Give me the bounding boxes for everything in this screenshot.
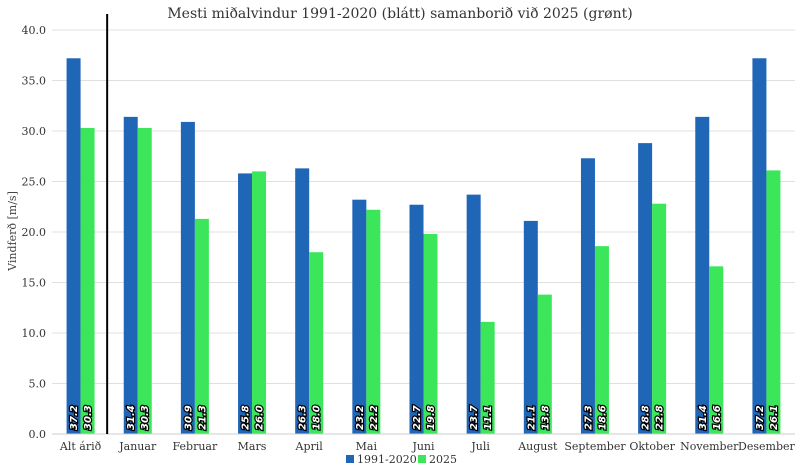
legend: 1991-2020 2025 bbox=[346, 453, 457, 466]
data-label: 22.8 bbox=[655, 405, 666, 430]
bar-normal bbox=[638, 143, 653, 434]
bar-normal bbox=[523, 220, 538, 434]
bar-normal bbox=[352, 199, 367, 434]
x-tick-label: Alt árið bbox=[59, 440, 102, 453]
data-label: 31.4 bbox=[698, 405, 709, 430]
legend-swatch bbox=[418, 455, 426, 463]
bar-year bbox=[366, 209, 381, 434]
bar-year bbox=[709, 266, 724, 434]
bar-year bbox=[423, 234, 438, 434]
bar-normal bbox=[123, 116, 138, 435]
bar-normal bbox=[238, 173, 253, 435]
data-label: 22.7 bbox=[412, 405, 423, 430]
data-label: 30.9 bbox=[183, 405, 194, 430]
x-tick-label: November bbox=[680, 440, 739, 453]
bars bbox=[66, 58, 781, 435]
data-label: 18.0 bbox=[312, 405, 323, 430]
data-label: 27.3 bbox=[583, 405, 594, 430]
data-label: 26.1 bbox=[769, 405, 780, 430]
x-tick-label: Desember bbox=[738, 440, 795, 453]
bar-year bbox=[309, 252, 324, 434]
data-label: 26.0 bbox=[255, 405, 266, 430]
data-label: 26.3 bbox=[298, 405, 309, 430]
axes: 0.0 5.0 10.0 15.0 20.0 25.0 30.0 35.0 40.0 Alt ár… bbox=[22, 14, 796, 453]
bar-normal bbox=[580, 158, 595, 434]
bar-year bbox=[137, 127, 152, 434]
legend-swatch bbox=[346, 455, 354, 463]
y-tick-label: 0.0 bbox=[29, 428, 47, 441]
data-label: 23.7 bbox=[469, 405, 480, 430]
bar-normal bbox=[409, 204, 424, 434]
x-tick-label: Mars bbox=[238, 440, 267, 453]
data-label: 28.8 bbox=[641, 405, 652, 430]
y-tick-label: 40.0 bbox=[22, 24, 47, 37]
bar-normal bbox=[295, 168, 310, 434]
data-label: 11.1 bbox=[483, 405, 494, 430]
y-tick-label: 5.0 bbox=[29, 378, 47, 391]
data-label: 16.6 bbox=[712, 405, 723, 430]
x-tick-label: Oktober bbox=[629, 440, 675, 453]
data-label: 18.6 bbox=[597, 405, 608, 430]
bar-year bbox=[252, 171, 267, 434]
x-tick-label: April bbox=[295, 440, 324, 453]
bar-year bbox=[80, 127, 95, 434]
y-tick-label: 20.0 bbox=[22, 226, 47, 239]
bar-normal bbox=[752, 58, 767, 434]
data-label: 21.3 bbox=[197, 405, 208, 430]
legend-label: 2025 bbox=[429, 453, 457, 466]
data-label: 31.4 bbox=[126, 405, 137, 430]
bar-normal bbox=[66, 58, 81, 434]
x-tick-label: August bbox=[517, 440, 558, 453]
x-tick-label: Februar bbox=[173, 440, 218, 453]
data-label: 13.8 bbox=[540, 405, 551, 430]
y-tick-label: 10.0 bbox=[22, 327, 47, 340]
y-tick-label: 15.0 bbox=[22, 277, 47, 290]
bar-year bbox=[194, 218, 209, 434]
x-tick-label: Mai bbox=[356, 440, 378, 453]
data-label: 37.2 bbox=[69, 405, 80, 430]
x-tick-label: Juni bbox=[411, 440, 435, 453]
data-label: 23.2 bbox=[355, 405, 366, 430]
bar-normal bbox=[695, 116, 710, 435]
x-tick-label: Juli bbox=[470, 440, 490, 453]
data-label: 30.3 bbox=[83, 405, 94, 430]
y-tick-label: 25.0 bbox=[22, 176, 47, 189]
data-labels: 37.2 30.3 31.4 30.3 30.9 21.3 25.8 26.0 26.3 18.0… bbox=[68, 404, 781, 431]
y-axis-label: Vindferð [m/s] bbox=[6, 191, 19, 272]
bar-normal bbox=[180, 121, 195, 434]
bar-year bbox=[480, 321, 495, 434]
bar-year bbox=[594, 246, 609, 434]
bar-year bbox=[652, 203, 667, 434]
data-label: 19.8 bbox=[426, 405, 437, 430]
bar-year bbox=[537, 294, 552, 434]
x-tick-label: Januar bbox=[118, 440, 157, 453]
bar-year bbox=[766, 170, 781, 434]
chart-title: Mesti miðalvindur 1991-2020 (blátt) sama… bbox=[167, 6, 632, 22]
data-label: 21.1 bbox=[526, 405, 537, 430]
bar-normal bbox=[466, 194, 481, 434]
data-label: 30.3 bbox=[140, 405, 151, 430]
data-label: 37.2 bbox=[755, 405, 766, 430]
x-tick-label: September bbox=[564, 440, 626, 453]
data-label: 25.8 bbox=[241, 405, 252, 430]
legend-label: 1991-2020 bbox=[357, 453, 417, 466]
y-tick-label: 30.0 bbox=[22, 125, 47, 138]
data-label: 22.2 bbox=[369, 405, 380, 430]
y-tick-label: 35.0 bbox=[22, 75, 47, 88]
